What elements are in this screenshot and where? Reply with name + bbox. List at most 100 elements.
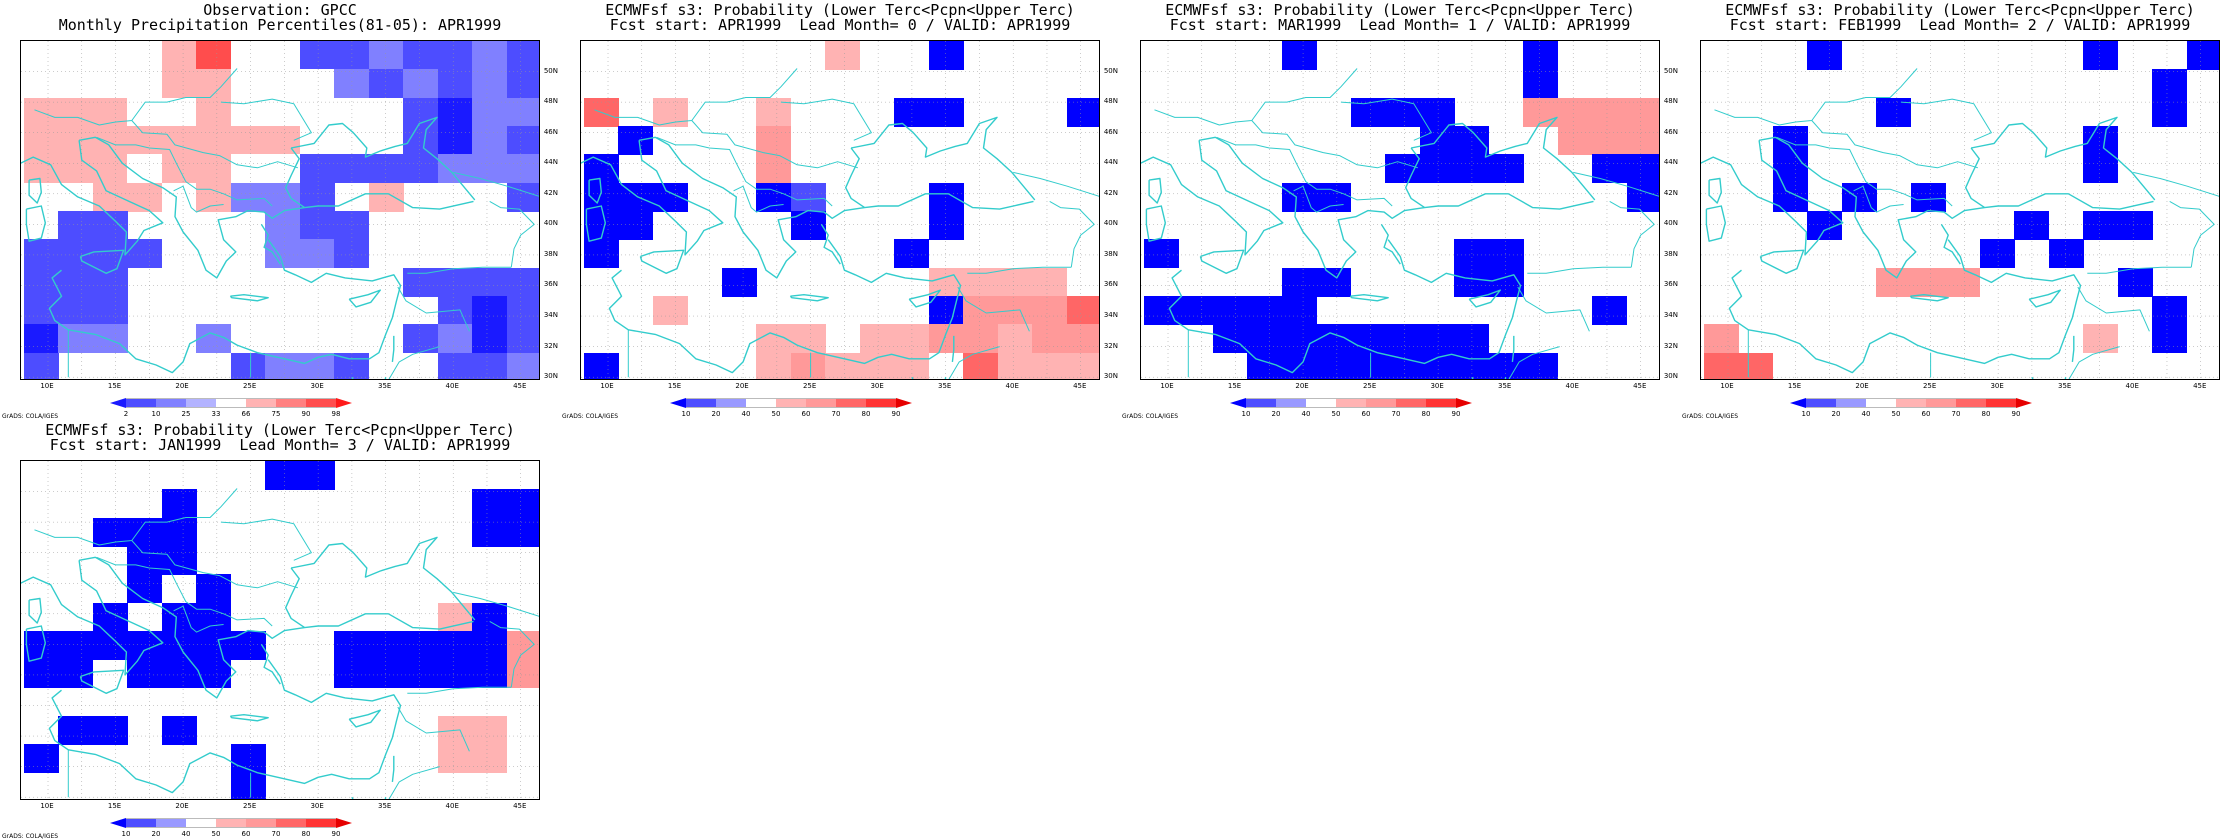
colorbar-label: 80 [861, 410, 871, 418]
grid-cell [1592, 296, 1628, 325]
coastline [1468, 289, 1501, 308]
grid-cell [2152, 296, 2188, 325]
coastline [351, 376, 387, 379]
colorbar [110, 398, 352, 408]
grid-cell [894, 97, 930, 127]
grid-cell [1772, 126, 1808, 155]
colorbar-label: 90 [891, 410, 901, 418]
grid-cell [92, 296, 128, 325]
lat-tick-label: 42N [1103, 188, 1118, 197]
colorbar-label: 80 [301, 830, 311, 838]
colorbar-segment [156, 398, 186, 408]
lat-tick-label: 34N [1103, 311, 1118, 320]
grid-cell [230, 97, 266, 127]
lat-tick-label: 38N [1663, 249, 1678, 258]
grid-cell [437, 41, 473, 70]
country-border [397, 286, 470, 332]
colorbar-segment [246, 398, 276, 408]
grid-cell [928, 211, 964, 240]
coastline [348, 709, 381, 728]
grid-cell [1910, 182, 1946, 212]
coastline [351, 796, 387, 799]
grid-cell [334, 239, 370, 269]
coastline [845, 147, 865, 209]
country-border [1776, 136, 1953, 207]
colorbar-right-arrow [2016, 398, 2032, 408]
colorbar-right-arrow [336, 818, 352, 828]
grid-cell [92, 182, 128, 212]
grid-cell [334, 631, 370, 660]
grid-cell [127, 154, 163, 184]
grid-cell [1350, 324, 1386, 354]
country-border [1573, 171, 1659, 197]
grid-cell [472, 659, 508, 689]
grid-cell [230, 126, 266, 155]
grid-cell [127, 69, 163, 99]
coastline [25, 625, 46, 662]
grid-cell [1772, 182, 1808, 212]
grid-cell [368, 126, 404, 155]
coastline [1199, 249, 1245, 275]
grid-cell [265, 182, 301, 212]
lon-tick-label: 30E [1430, 382, 1444, 390]
grid-cell [1032, 324, 1068, 354]
colorbar-label: 98 [331, 410, 341, 418]
lon-tick-label: 30E [870, 382, 884, 390]
grid-cell [23, 631, 59, 660]
lon-tick-label: 15E [667, 382, 682, 390]
country-border [388, 346, 440, 379]
grid-cell [1419, 324, 1455, 354]
lat-tick-label: 44N [1103, 158, 1118, 167]
lon-tick-label: 45E [513, 802, 527, 810]
country-border [2133, 171, 2219, 197]
colorbar-label: 33 [211, 410, 221, 418]
lon-tick-label: 45E [1633, 382, 1647, 390]
lat-tick-label: 40N [1663, 219, 1678, 228]
country-border [220, 98, 312, 141]
lon-tick-label: 25E [242, 382, 257, 390]
grid-cell [92, 41, 128, 70]
lon-tick-label: 30E [310, 382, 324, 390]
grid-cell [1979, 239, 2015, 269]
lon-tick-label: 40E [2125, 382, 2139, 390]
panel-lead-0: ECMWFsf s3: Probability (Lower Terc<Pcpn… [544, 0, 1120, 420]
grid-cell [756, 182, 792, 212]
lon-tick-label: 35E [2058, 382, 2072, 390]
map-overlay [21, 461, 539, 799]
grid-cell [1281, 324, 1317, 354]
lat-tick-label: 30N [1103, 372, 1118, 381]
lon-tick-label: 35E [378, 802, 392, 810]
coastline [588, 177, 602, 204]
colorbar-segment [246, 818, 276, 828]
colorbar-label: 40 [181, 830, 191, 838]
grid-cell [1454, 154, 1490, 184]
grid-cell [506, 41, 539, 70]
coastline [78, 556, 474, 699]
lat-tick-label: 36N [1663, 280, 1678, 289]
grid-cell [161, 716, 197, 745]
grid-cell [437, 602, 473, 632]
grid-cell [437, 267, 473, 297]
lat-tick-label: 42N [1663, 188, 1678, 197]
country-border [1013, 171, 1099, 197]
colorbar-segment [1336, 398, 1366, 408]
country-border [1517, 286, 1590, 332]
grid-cell [58, 182, 94, 212]
lat-tick-label: 30N [543, 372, 558, 381]
coastline [48, 659, 402, 794]
country-border [656, 136, 833, 207]
colorbar-label: 90 [331, 830, 341, 838]
colorbar-segment [686, 398, 716, 408]
map-overlay [21, 41, 539, 379]
coastline [639, 249, 685, 275]
coastline [285, 567, 305, 629]
grid-cell [506, 324, 539, 354]
coastline [638, 136, 1034, 279]
colorbar-label: 25 [181, 410, 191, 418]
lat-tick-label: 42N [543, 188, 558, 197]
grid-cell [127, 546, 163, 575]
grid-cell [58, 631, 94, 660]
lon-tick-label: 30E [310, 802, 324, 810]
lon-tick-label: 35E [1498, 382, 1512, 390]
coastline [908, 289, 941, 308]
